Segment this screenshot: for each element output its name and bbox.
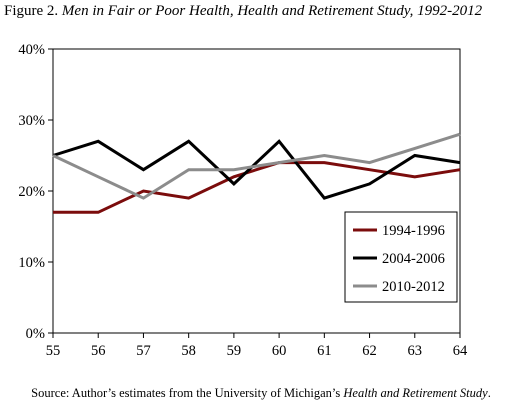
x-tick-label: 61 — [317, 343, 332, 359]
x-tick-label: 56 — [91, 343, 106, 359]
series-line-1994-1996 — [53, 161, 461, 214]
legend-label: 2004-2006 — [382, 251, 445, 267]
legend-label: 2010-2012 — [382, 279, 445, 295]
figure-label: Figure 2. — [4, 3, 59, 19]
y-tick-label: 40% — [18, 42, 45, 58]
source-suffix: . — [487, 386, 491, 400]
x-tick-label: 63 — [408, 343, 423, 359]
y-tick-label: 30% — [18, 113, 45, 129]
series-line-2010-2012 — [52, 132, 461, 200]
figure-title-text: Men in Fair or Poor Health, Health and R… — [61, 3, 483, 19]
y-tick-label: 0% — [26, 326, 45, 342]
figure-title: Figure 2. Men in Fair or Poor Health, He… — [4, 3, 482, 20]
legend-label: 1994-1996 — [382, 223, 445, 239]
y-tick-label: 20% — [18, 184, 45, 200]
source-italic: Health and Retirement Study — [343, 386, 488, 400]
source-prefix: Source: Author’s estimates from the Univ… — [31, 386, 344, 400]
chart-axes: 0% 10% 20% 30% 40% 55 56 57 58 59 60 61 62 63 64 — [18, 42, 468, 359]
y-tick-label: 10% — [18, 255, 45, 271]
chart-series — [52, 132, 461, 214]
x-tick-label: 57 — [136, 343, 151, 359]
chart-legend: 1994-1996 2004-2006 2010-2012 — [344, 211, 458, 303]
x-tick-label: 62 — [362, 343, 377, 359]
series-line-2004-2006 — [52, 139, 461, 200]
x-tick-label: 55 — [46, 343, 61, 359]
x-tick-label: 59 — [227, 343, 242, 359]
x-tick-label: 58 — [181, 343, 196, 359]
x-tick-label: 60 — [272, 343, 287, 359]
source-note: Source: Author’s estimates from the Univ… — [0, 386, 522, 401]
x-tick-label: 64 — [453, 343, 468, 359]
line-chart: 0% 10% 20% 30% 40% 55 56 57 58 59 60 61 62 63 64 1994-… — [18, 42, 468, 359]
